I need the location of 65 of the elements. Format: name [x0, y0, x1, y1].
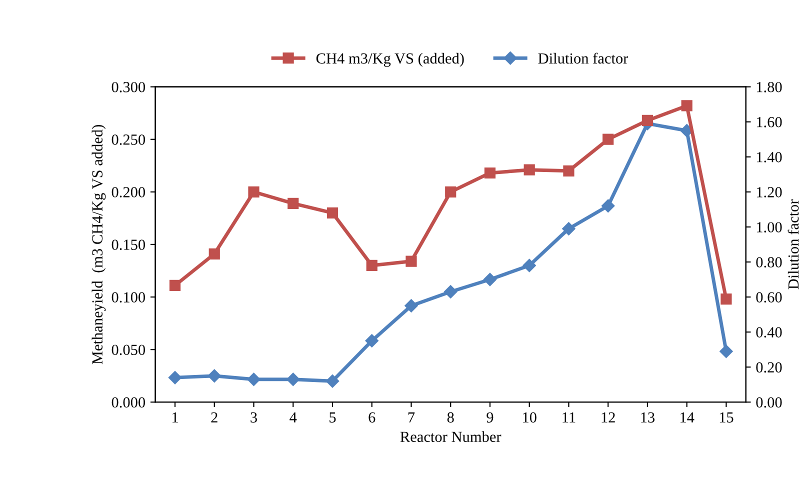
y2-axis-title: Dilution factor: [788, 199, 799, 290]
y-tick-label: 0.100: [112, 292, 146, 303]
x-tick-label: 5: [330, 412, 336, 423]
point: [484, 167, 496, 179]
point: [444, 285, 458, 298]
point: [720, 344, 733, 358]
point: [208, 369, 221, 382]
y2-tick-label: 0.00: [756, 397, 782, 408]
point: [720, 294, 732, 305]
y-axis-title: Methaneyield (m3 CH4/Kg VS added): [92, 124, 106, 364]
point: [524, 164, 535, 176]
point: [248, 186, 260, 198]
x-tick-label: 13: [641, 412, 655, 423]
y-tick-label: 0.250: [112, 134, 146, 145]
point: [208, 248, 220, 260]
x-tick-label: 11: [562, 412, 576, 422]
y2-tick-label: 1.80: [756, 82, 782, 92]
x-tick-label: 15: [720, 412, 734, 423]
y-tick-label: 0.050: [112, 344, 146, 356]
y-tick-label: 0.150: [112, 240, 146, 250]
x-tick-label: 1: [172, 412, 178, 422]
y-tick-label: 0.200: [112, 187, 146, 198]
point: [406, 256, 417, 267]
y-tick-label: 0.000: [112, 397, 146, 408]
x-tick-label: 6: [368, 412, 376, 423]
point: [247, 372, 260, 386]
point: [602, 134, 614, 145]
y2-tick-label: 0.80: [756, 257, 782, 268]
point: [404, 299, 418, 312]
x-tick-label: 7: [408, 412, 415, 422]
point: [522, 258, 536, 272]
point: [483, 272, 497, 286]
y2-tick-label: 0.60: [756, 292, 782, 303]
x-tick-label: 9: [486, 412, 494, 423]
x-tick-label: 3: [250, 412, 257, 423]
y2-tick-label: 0.20: [756, 362, 782, 373]
y2-tick-label: 1.00: [756, 222, 782, 232]
point: [365, 334, 378, 348]
point: [288, 198, 299, 210]
legend-label: Dilution factor: [538, 52, 628, 64]
y-tick-label: 0.300: [112, 82, 146, 92]
point: [562, 222, 576, 236]
y2-tick-label: 0.40: [756, 327, 782, 338]
point: [445, 186, 456, 198]
y2-tick-label: 1.20: [756, 187, 782, 198]
point: [366, 260, 378, 272]
point: [326, 374, 340, 388]
point: [169, 280, 181, 292]
x-tick-label: 14: [680, 412, 694, 422]
y2-tick-label: 1.40: [756, 152, 782, 162]
x-tick-label: 10: [523, 412, 536, 423]
point: [642, 114, 654, 126]
point: [563, 165, 574, 176]
x-tick-label: 8: [447, 412, 454, 423]
point: [326, 207, 338, 218]
point: [168, 371, 182, 384]
x-tick-label: 12: [602, 412, 615, 422]
x-axis-title: Reactor Number: [400, 431, 502, 442]
point: [286, 372, 300, 386]
legend-label: CH4 m3/Kg VS (added): [316, 52, 464, 67]
point: [602, 199, 615, 213]
x-tick-label: 2: [211, 412, 218, 422]
point: [681, 100, 692, 112]
y2-tick-label: 1.60: [756, 116, 782, 128]
x-tick-label: 4: [290, 412, 297, 422]
